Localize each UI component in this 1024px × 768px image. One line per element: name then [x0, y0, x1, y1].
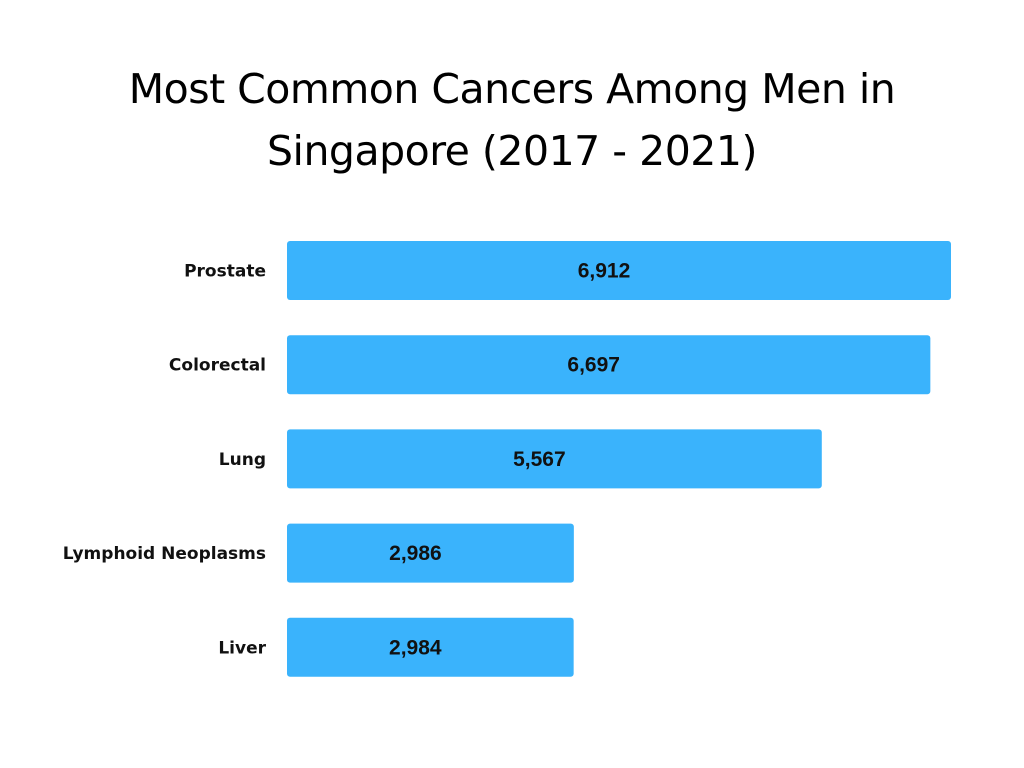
value-label: 5,567 [513, 448, 566, 471]
bar [287, 335, 931, 395]
chart-title: Most Common Cancers Among Men in Singapo… [0, 58, 1024, 182]
bar [287, 429, 822, 489]
bar-group-prostate: Prostate 6,912 [184, 241, 951, 300]
bar [287, 241, 951, 300]
bar [287, 617, 574, 677]
value-label: 2,986 [389, 542, 442, 565]
bar-group-colorectal: Colorectal 6,697 [169, 335, 931, 395]
value-label: 6,697 [567, 354, 620, 377]
category-label: Prostate [184, 262, 266, 282]
category-label: Liver [218, 638, 266, 658]
category-label: Colorectal [169, 356, 266, 376]
value-label: 2,984 [389, 636, 442, 659]
bar-group-liver: Liver 2,984 [218, 617, 574, 677]
chart-title-line-1: Most Common Cancers Among Men in [128, 65, 896, 113]
category-label: Lung [219, 450, 266, 470]
bar-group-lymphoid-neoplasms: Lymphoid Neoplasms 2,986 [63, 523, 574, 583]
bar [287, 523, 574, 583]
value-label: 6,912 [578, 260, 631, 283]
chart-title-line-2: Singapore (2017 - 2021) [267, 127, 757, 175]
category-label: Lymphoid Neoplasms [63, 544, 266, 564]
bar-group-lung: Lung 5,567 [219, 429, 822, 489]
